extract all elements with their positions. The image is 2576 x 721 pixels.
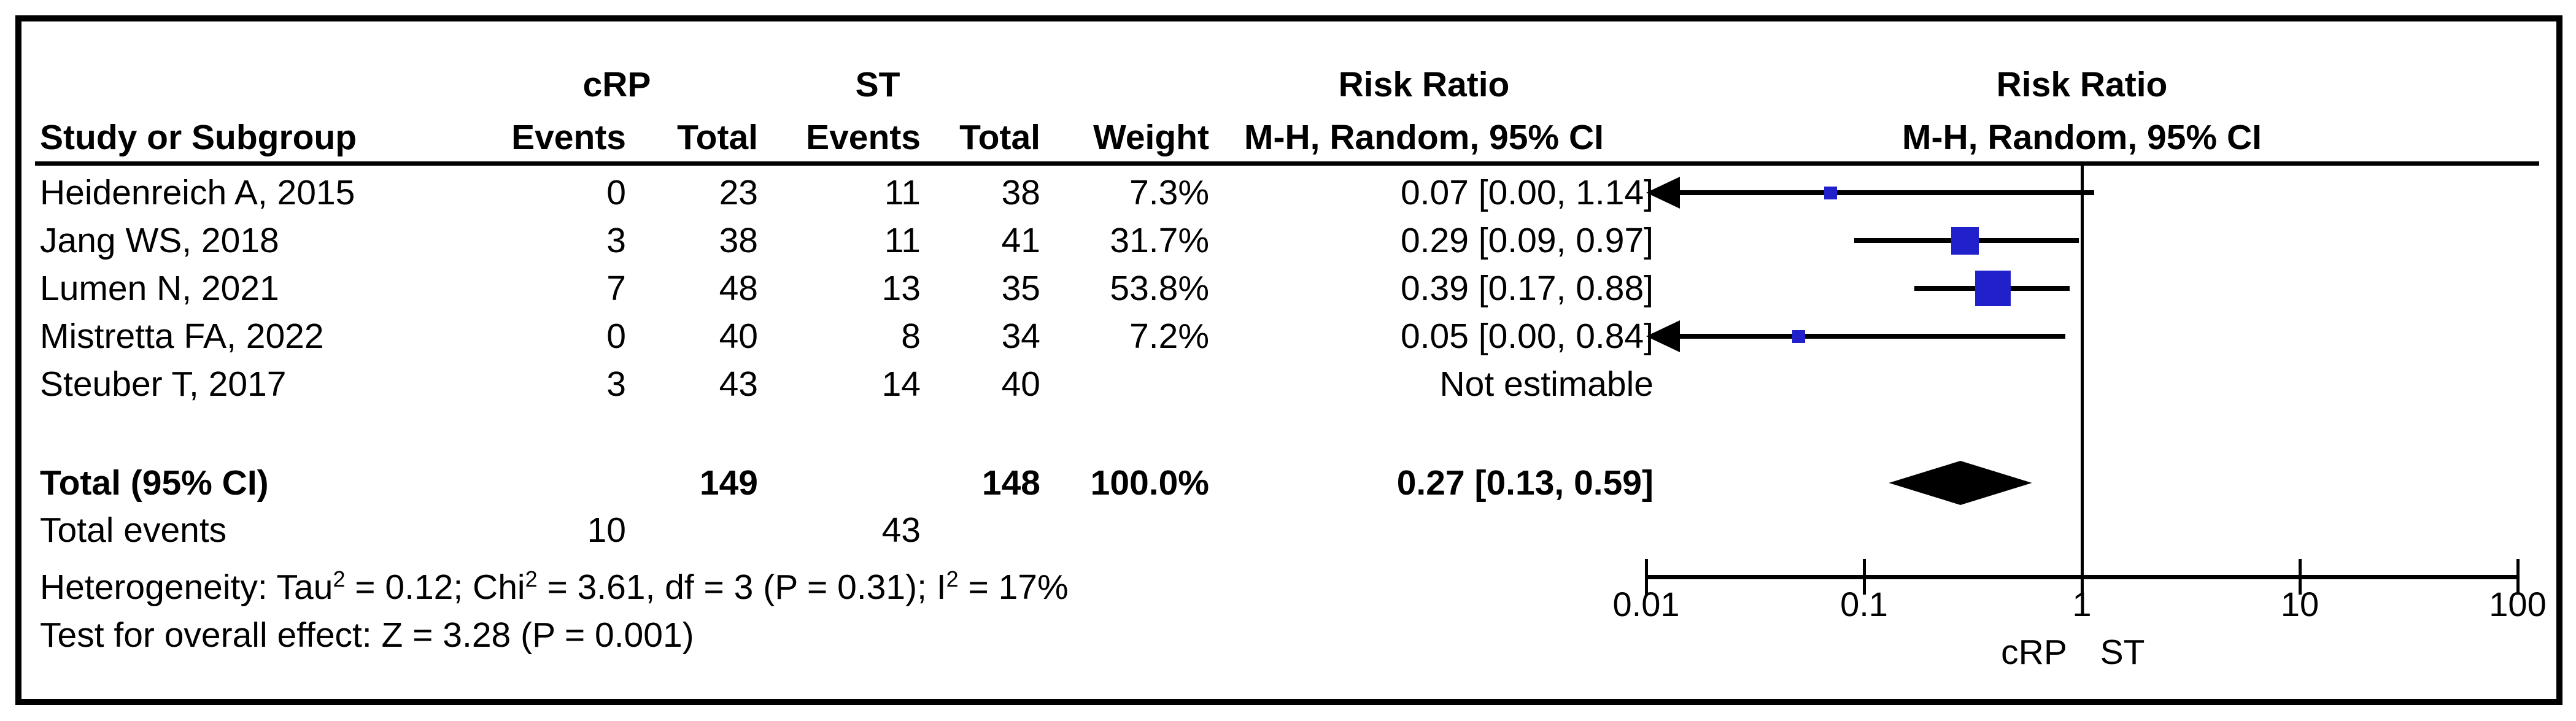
rr-ci-value: 0.29 [0.09, 0.97] <box>1401 221 1654 260</box>
axis-tick <box>2081 559 2084 595</box>
total-events-label: Total events <box>40 511 227 550</box>
group2-header: ST <box>855 65 900 104</box>
rr-ci-value: 0.39 [0.17, 0.88] <box>1401 269 1654 308</box>
total2-value: 41 <box>1001 221 1040 260</box>
events2-value: 11 <box>884 221 921 260</box>
effect-marker <box>1975 271 2011 306</box>
rr-column-subtitle: M-H, Random, 95% CI <box>1244 118 1604 157</box>
group1-header: cRP <box>582 65 651 104</box>
events1-value: 3 <box>606 221 626 260</box>
total1-value: 40 <box>719 317 758 356</box>
group2-total-header: Total <box>959 118 1040 157</box>
weight-sum: 100.0% <box>1090 463 1209 503</box>
arrow-left-icon <box>1646 177 1680 209</box>
rr-ci-value: Not estimable <box>1439 364 1654 404</box>
het-part2: = 0.12; Chi <box>345 568 525 607</box>
study-column-header: Study or Subgroup <box>40 118 357 157</box>
total-events2: 43 <box>881 511 921 550</box>
total-events1: 10 <box>587 511 626 550</box>
weight-value: 7.2% <box>1129 317 1209 356</box>
effect-marker <box>1792 330 1805 343</box>
events1-value: 7 <box>606 269 626 308</box>
axis-tick-label: 0.01 <box>1612 585 1680 623</box>
events1-value: 0 <box>606 317 626 356</box>
total1-sum: 149 <box>699 463 758 503</box>
axis-tick <box>1863 559 1866 595</box>
total-label: Total (95% CI) <box>40 463 269 503</box>
axis-tick-label: 100 <box>2489 585 2547 623</box>
weight-value <box>927 363 1209 406</box>
events1-value: 3 <box>606 364 626 404</box>
het-part3: = 3.61, df = 3 (P = 0.31); I <box>537 568 946 607</box>
effect-marker <box>1951 226 1979 255</box>
rr-ci-value: 0.05 [0.00, 0.84] <box>1401 317 1654 356</box>
total2-value: 35 <box>1001 269 1040 308</box>
heterogeneity-stats: Heterogeneity: Tau2 = 0.12; Chi2 = 3.61,… <box>40 566 1069 609</box>
total2-value: 34 <box>1001 317 1040 356</box>
group2-events-header: Events <box>806 118 921 157</box>
axis-tick-label: 10 <box>2280 585 2319 623</box>
total1-value: 48 <box>719 269 758 308</box>
het-sup: 2 <box>946 566 959 592</box>
effect-marker <box>1824 186 1837 199</box>
rr-column-title: Risk Ratio <box>1338 65 1510 104</box>
total2-value: 38 <box>1001 173 1040 212</box>
events2-value: 11 <box>884 173 921 212</box>
group1-events-header: Events <box>511 118 626 157</box>
total-rr-ci: 0.27 [0.13, 0.59] <box>1396 463 1654 503</box>
ci-line <box>1673 190 2095 195</box>
ci-line <box>1673 334 2066 339</box>
events2-value: 8 <box>901 317 921 356</box>
weight-value: 7.3% <box>1129 173 1209 212</box>
group1-total-header: Total <box>677 118 758 157</box>
plot-subtitle: M-H, Random, 95% CI <box>1902 118 2262 157</box>
header-divider <box>35 161 2539 166</box>
total1-value: 43 <box>719 364 758 404</box>
overall-effect-stats: Test for overall effect: Z = 3.28 (P = 0… <box>40 615 694 655</box>
reference-line <box>2081 166 2084 580</box>
total1-value: 23 <box>719 173 758 212</box>
figure-border <box>15 15 2562 705</box>
arrow-left-icon <box>1646 320 1680 352</box>
study-name: Lumen N, 2021 <box>40 269 279 308</box>
axis-tick <box>2516 559 2520 595</box>
events1-value: 0 <box>606 173 626 212</box>
axis-tick <box>1645 559 1648 595</box>
total2-value: 40 <box>1001 364 1040 404</box>
het-sup: 2 <box>525 566 538 592</box>
study-name: Heidenreich A, 2015 <box>40 173 355 212</box>
weight-header: Weight <box>1093 118 1209 157</box>
plot-title: Risk Ratio <box>1996 65 2168 104</box>
axis-tick-label: 0.1 <box>1840 585 1888 623</box>
total2-sum: 148 <box>981 463 1040 503</box>
study-name: Steuber T, 2017 <box>40 364 287 404</box>
events2-value: 14 <box>881 364 921 404</box>
het-part1: Heterogeneity: Tau <box>40 568 333 607</box>
axis-tick <box>2299 559 2302 595</box>
favours-right-label: ST <box>2100 633 2145 672</box>
axis-tick-label: 1 <box>2072 585 2092 623</box>
study-name: Mistretta FA, 2022 <box>40 317 324 356</box>
het-part4: = 17% <box>958 568 1069 607</box>
weight-value: 31.7% <box>1110 221 1209 260</box>
favours-left-label: cRP <box>2001 633 2067 672</box>
het-sup: 2 <box>333 566 346 592</box>
study-name: Jang WS, 2018 <box>40 221 279 260</box>
total1-value: 38 <box>719 221 758 260</box>
weight-value: 53.8% <box>1110 269 1209 308</box>
events2-value: 13 <box>881 269 921 308</box>
rr-ci-value: 0.07 [0.00, 1.14] <box>1401 173 1654 212</box>
